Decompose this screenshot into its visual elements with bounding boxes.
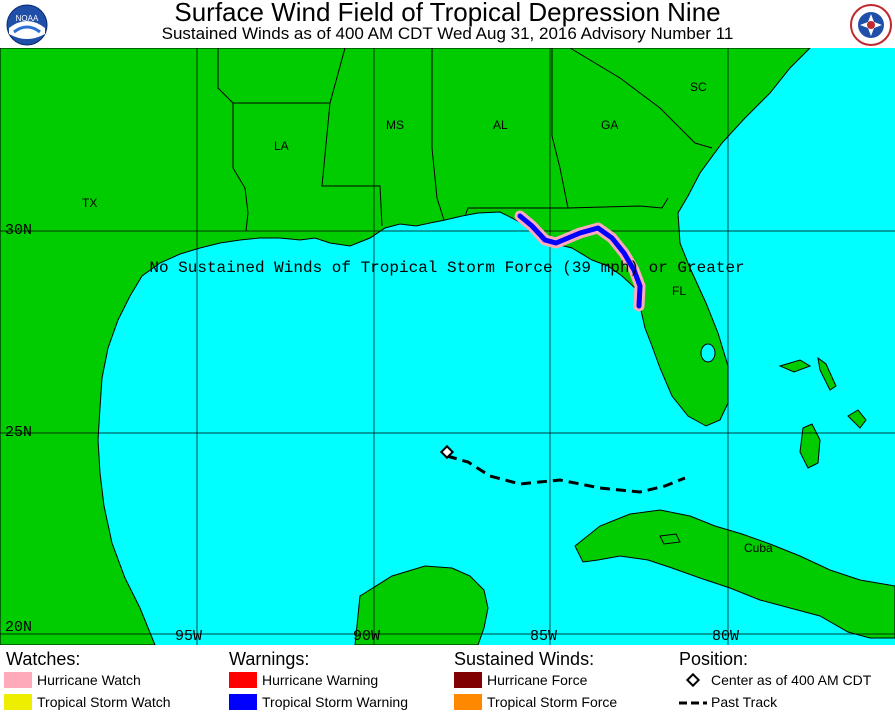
- bahamas-eleuthera: [847, 409, 867, 429]
- lat-label-30n: 30N: [5, 222, 32, 239]
- no-tropical-storm-force-notice: No Sustained Winds of Tropical Storm For…: [149, 259, 744, 277]
- state-label-tx: TX: [82, 196, 97, 210]
- swatch-tropical-storm-watch: [4, 694, 32, 710]
- map-labels: SC MS AL GA LA TX FL Cuba: [82, 80, 773, 555]
- state-borders: [217, 48, 713, 232]
- country-label-cuba: Cuba: [744, 541, 773, 555]
- legend-hurricane-warning: Hurricane Warning: [262, 672, 379, 688]
- legend-hurricane-force: Hurricane Force: [487, 672, 588, 688]
- graticule-labels: 30N 25N 20N 95W 90W 85W 80W: [5, 222, 739, 645]
- swatch-hurricane-force: [454, 672, 482, 688]
- swatch-hurricane-watch: [4, 672, 32, 688]
- state-label-al: AL: [493, 118, 508, 132]
- cuba: [574, 509, 895, 639]
- lon-label-80w: 80W: [712, 628, 739, 645]
- noaa-logo-text: NOAA: [16, 14, 39, 23]
- state-label-fl: FL: [672, 284, 686, 298]
- legend-warnings-heading: Warnings:: [229, 649, 310, 669]
- swatch-hurricane-warning: [229, 672, 257, 688]
- past-track-icon: [679, 701, 707, 705]
- legend-tropical-storm-warning: Tropical Storm Warning: [262, 694, 409, 710]
- legend-position-heading: Position:: [679, 649, 749, 669]
- center-diamond-icon: [685, 672, 701, 688]
- lon-label-85w: 85W: [530, 628, 557, 645]
- legend-winds-heading: Sustained Winds:: [454, 649, 595, 669]
- legend-watches-heading: Watches:: [6, 649, 81, 669]
- bahamas-abaco: [817, 356, 837, 391]
- isla-de-la-juventud: [659, 533, 681, 545]
- storm-center-marker: [439, 444, 455, 460]
- legend-tropical-storm-watch: Tropical Storm Watch: [37, 694, 171, 710]
- legend-hurricane-watch: Hurricane Watch: [37, 672, 141, 688]
- past-track-line: [446, 454, 686, 494]
- legend: Watches: Hurricane Watch Tropical Storm …: [0, 645, 895, 716]
- lake-okeechobee: [700, 343, 716, 363]
- swatch-tropical-storm-warning: [229, 694, 257, 710]
- graticule: [0, 48, 895, 645]
- page-subtitle: Sustained Winds as of 400 AM CDT Wed Aug…: [161, 24, 734, 43]
- wind-field-map: SC MS AL GA LA TX FL Cuba 30N 25N 20N 95…: [0, 48, 895, 645]
- lat-label-25n: 25N: [5, 424, 32, 441]
- legend-center-label: Center as of 400 AM CDT: [711, 672, 872, 688]
- tropical-storm-warning-segment: [517, 213, 643, 309]
- lon-label-90w: 90W: [353, 628, 380, 645]
- lat-label-20n: 20N: [5, 619, 32, 636]
- state-label-la: LA: [274, 139, 289, 153]
- swatch-tropical-storm-force: [454, 694, 482, 710]
- noaa-logo-icon: NOAA: [6, 4, 48, 46]
- page-title: Surface Wind Field of Tropical Depressio…: [174, 0, 721, 27]
- state-label-sc: SC: [690, 80, 707, 94]
- legend-tropical-storm-force: Tropical Storm Force: [487, 694, 618, 710]
- state-label-ms: MS: [386, 118, 404, 132]
- state-label-ga: GA: [601, 118, 618, 132]
- bahamas-andros: [799, 423, 821, 469]
- us-mainland: [0, 48, 811, 645]
- bahamas-grand-bahama: [778, 359, 812, 373]
- lon-label-95w: 95W: [175, 628, 202, 645]
- yucatan-peninsula: [354, 565, 489, 645]
- header: NOAA Surface Wind Field of Tropical Depr…: [0, 0, 895, 48]
- legend-track-label: Past Track: [711, 694, 778, 710]
- nws-logo-icon: [850, 4, 892, 46]
